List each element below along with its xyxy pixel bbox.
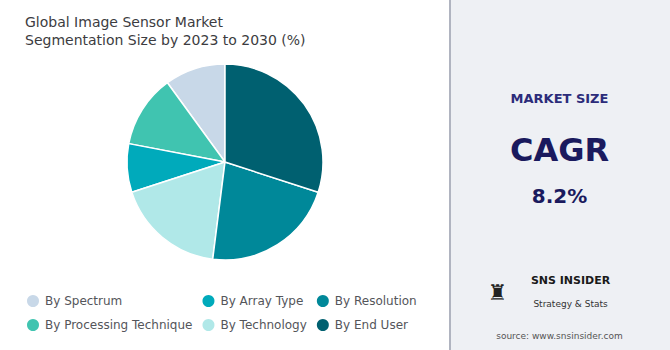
svg-text:source: www.snsinsider.com: source: www.snsinsider.com <box>496 331 623 341</box>
svg-text:8.2%: 8.2% <box>532 184 587 208</box>
svg-text:CAGR: CAGR <box>510 131 609 169</box>
svg-text:By Array Type: By Array Type <box>220 294 303 308</box>
svg-text:By Spectrum: By Spectrum <box>45 294 122 308</box>
svg-text:By End User: By End User <box>335 318 408 332</box>
svg-text:MARKET SIZE: MARKET SIZE <box>511 91 609 106</box>
svg-text:SNS INSIDER: SNS INSIDER <box>531 274 611 287</box>
svg-text:Global Image Sensor Market: Global Image Sensor Market <box>25 14 223 30</box>
svg-text:By Technology: By Technology <box>220 318 306 332</box>
svg-text:By Resolution: By Resolution <box>335 294 417 308</box>
svg-text:Strategy & Stats: Strategy & Stats <box>533 299 608 309</box>
svg-text:Segmentation Size by 2023 to 2: Segmentation Size by 2023 to 2030 (%) <box>25 32 306 48</box>
svg-text:By Processing Technique: By Processing Technique <box>45 318 192 332</box>
svg-text:♜: ♜ <box>488 280 508 305</box>
